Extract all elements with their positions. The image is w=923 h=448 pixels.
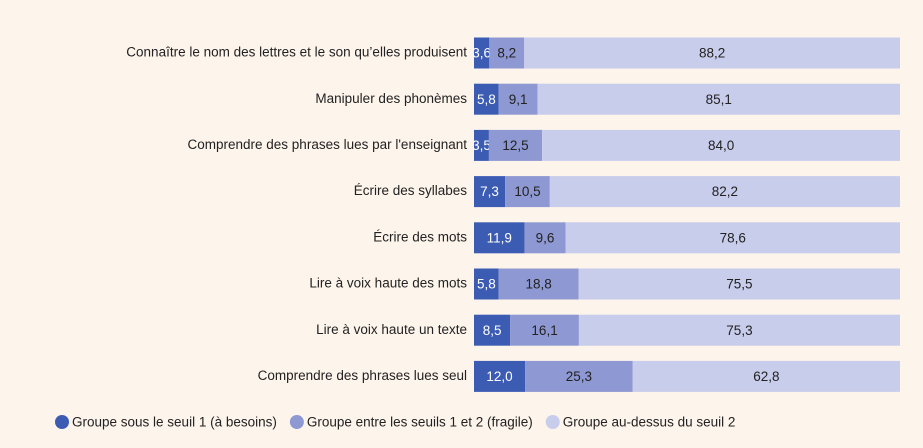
value-label: 16,1 xyxy=(531,323,557,338)
category-label: Écrire des syllabes xyxy=(354,183,468,198)
value-label: 3,5 xyxy=(472,138,491,153)
value-label: 75,3 xyxy=(726,323,752,338)
value-label: 5,8 xyxy=(477,92,496,107)
legend-marker xyxy=(55,415,69,429)
value-label: 5,8 xyxy=(477,277,496,292)
bar-segment xyxy=(524,222,566,254)
bar-segment xyxy=(474,176,506,208)
bar-segment xyxy=(537,83,900,115)
bar-segment xyxy=(474,129,489,161)
bar-segment xyxy=(510,314,579,346)
value-label: 9,1 xyxy=(509,92,528,107)
category-label: Lire à voix haute un texte xyxy=(316,322,467,337)
category-label: Lire à voix haute des mots xyxy=(309,276,467,291)
bar-segment xyxy=(525,360,633,392)
value-label: 7,3 xyxy=(480,184,499,199)
bar-segment xyxy=(474,37,490,69)
value-label: 10,5 xyxy=(514,184,540,199)
bar-segment xyxy=(474,83,499,115)
bar-segment xyxy=(542,129,900,161)
category-label: Écrire des mots xyxy=(373,229,467,244)
category-label: Comprendre des phrases lues seul xyxy=(258,368,467,383)
value-label: 78,6 xyxy=(720,230,746,245)
bar-segment xyxy=(474,314,511,346)
bar-segment xyxy=(505,176,550,208)
legend-label: Groupe sous le seuil 1 (à besoins) xyxy=(72,415,277,430)
legend-label: Groupe entre les seuils 1 et 2 (fragile) xyxy=(307,415,533,430)
category-label: Comprendre des phrases lues par l'enseig… xyxy=(188,137,468,152)
value-label: 3,6 xyxy=(472,46,491,61)
bar-segment xyxy=(474,222,525,254)
bar-segment xyxy=(549,176,900,208)
legend-label: Groupe au-dessus du seuil 2 xyxy=(563,415,736,430)
legend-marker xyxy=(289,415,304,429)
bar-segment xyxy=(565,222,900,254)
value-label: 84,0 xyxy=(708,138,734,153)
value-label: 11,9 xyxy=(487,230,512,245)
value-label: 85,1 xyxy=(706,92,732,107)
value-label: 12,5 xyxy=(502,138,528,153)
value-label: 82,2 xyxy=(712,184,738,199)
value-label: 88,2 xyxy=(699,46,725,61)
bar-segment xyxy=(488,129,543,161)
bar-segment xyxy=(578,314,900,346)
bar-segment xyxy=(498,268,579,300)
value-label: 12,0 xyxy=(486,369,512,384)
bar-segment xyxy=(474,268,499,300)
value-label: 25,3 xyxy=(566,369,592,384)
value-label: 75,5 xyxy=(726,277,752,292)
bar-segment xyxy=(489,37,525,69)
value-label: 62,8 xyxy=(753,369,779,384)
bar-segment xyxy=(474,360,526,392)
bar-segment xyxy=(498,83,538,115)
bar-segment xyxy=(524,37,900,69)
bar-segment xyxy=(632,360,900,392)
bar-segment xyxy=(578,268,900,300)
value-label: 18,8 xyxy=(526,277,552,292)
category-label: Manipuler des phonèmes xyxy=(315,91,467,106)
value-label: 8,2 xyxy=(497,46,516,61)
category-label: Connaître le nom des lettres et le son q… xyxy=(126,45,467,60)
legend-marker xyxy=(545,415,560,429)
value-label: 9,6 xyxy=(536,230,555,245)
value-label: 8,5 xyxy=(483,323,502,338)
